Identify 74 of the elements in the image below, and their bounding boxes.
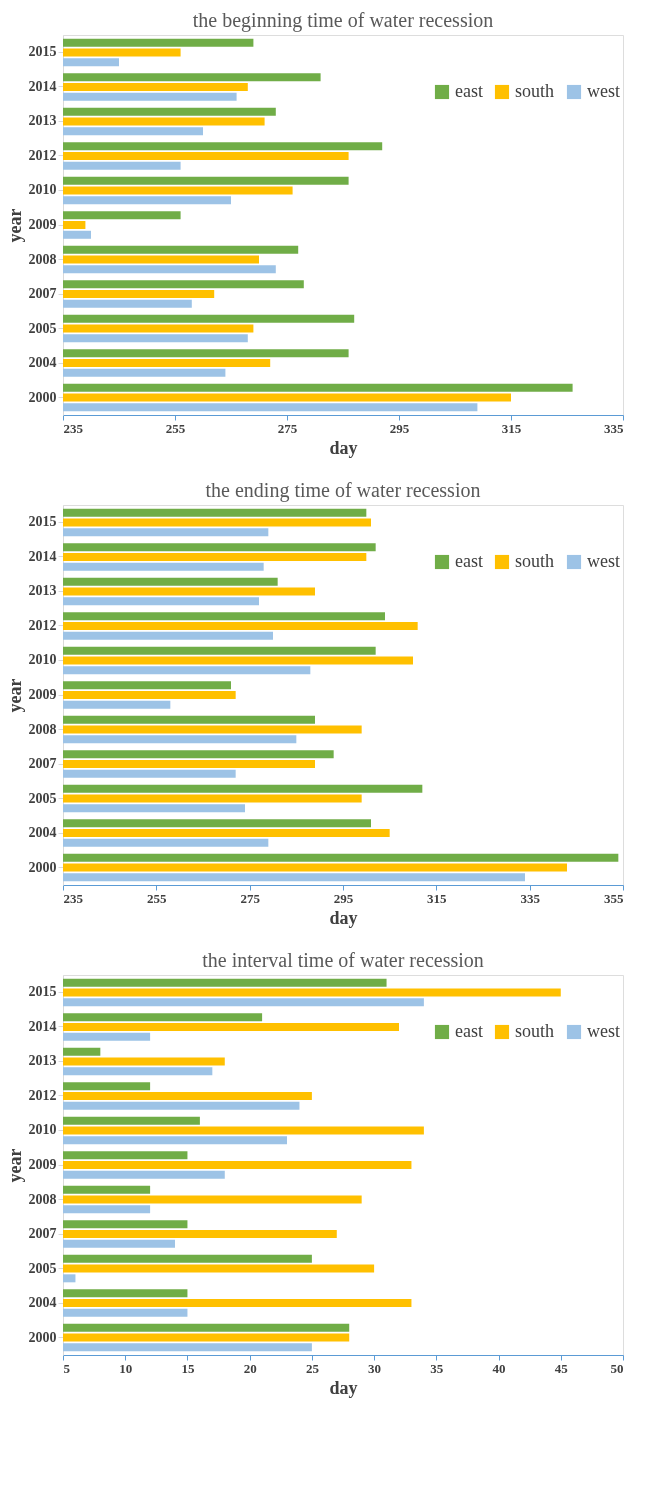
x-tick-label: 50 — [610, 1360, 624, 1376]
legend-label: west — [587, 1021, 620, 1041]
x-tick-label: 355 — [604, 890, 624, 906]
y-tick-label: 2015 — [28, 514, 57, 530]
y-tick-label: 2014 — [28, 78, 57, 94]
y-tick-label: 2000 — [28, 389, 57, 405]
y-tick-label: 2010 — [28, 1122, 57, 1138]
y-tick-label: 2008 — [28, 1191, 57, 1207]
x-tick-label: 25 — [305, 1360, 320, 1376]
legend-label: south — [515, 551, 555, 571]
legend-label: west — [587, 551, 620, 571]
y-tick-label: 2010 — [28, 652, 57, 668]
y-axis-title: year — [4, 678, 25, 713]
x-tick-label: 335 — [520, 890, 541, 906]
x-axis-title: day — [329, 907, 358, 928]
x-tick-label: 15 — [181, 1360, 195, 1376]
x-tick-label: 10 — [119, 1360, 133, 1376]
y-tick-label: 2008 — [28, 721, 57, 737]
x-tick-label: 315 — [501, 420, 522, 436]
y-tick-label: 2005 — [28, 790, 57, 806]
x-tick-label: 295 — [333, 890, 354, 906]
y-tick-label: 2005 — [28, 1260, 57, 1276]
y-tick-label: 2009 — [28, 1157, 57, 1172]
y-tick-label: 2007 — [28, 286, 57, 302]
y-tick-label: 2005 — [28, 320, 57, 336]
x-tick-label: 235 — [63, 890, 84, 906]
x-tick-label: 275 — [277, 420, 298, 436]
legend-label: east — [455, 1021, 483, 1041]
x-tick-label: 255 — [147, 890, 168, 906]
x-tick-label: 5 — [63, 1360, 71, 1376]
y-tick-label: 2013 — [28, 113, 57, 129]
y-tick-label: 2010 — [28, 182, 57, 198]
legend-label: east — [455, 551, 483, 571]
y-tick-label: 2004 — [28, 825, 57, 841]
x-tick-label: 295 — [389, 420, 410, 436]
y-tick-label: 2000 — [28, 859, 57, 875]
y-tick-label: 2014 — [28, 1018, 57, 1034]
y-tick-label: 2012 — [28, 1087, 57, 1103]
x-tick-label: 235 — [63, 420, 84, 436]
legend-label: east — [455, 81, 483, 101]
legend-label: west — [587, 81, 620, 101]
legend-label: south — [515, 1021, 555, 1041]
y-tick-label: 2013 — [28, 583, 57, 599]
x-tick-label: 275 — [240, 890, 261, 906]
y-tick-label: 2015 — [28, 984, 57, 1000]
chart-title: the ending time of water recession — [205, 479, 481, 502]
chart-title: the beginning time of water recession — [192, 9, 494, 32]
y-tick-label: 2013 — [28, 1053, 57, 1069]
x-tick-label: 315 — [427, 890, 448, 906]
y-tick-label: 2009 — [28, 217, 57, 232]
y-tick-label: 2004 — [28, 355, 57, 371]
y-tick-label: 2004 — [28, 1295, 57, 1311]
x-axis-title: day — [329, 437, 358, 458]
x-axis-title: day — [329, 1377, 358, 1398]
x-tick-label: 30 — [368, 1360, 382, 1376]
x-tick-label: 255 — [165, 420, 186, 436]
y-tick-label: 2012 — [28, 147, 57, 163]
chart-title: the interval time of water recession — [202, 949, 484, 971]
y-tick-label: 2000 — [28, 1329, 57, 1345]
y-axis-title: year — [4, 208, 25, 243]
x-tick-label: 45 — [554, 1360, 569, 1376]
y-tick-label: 2014 — [28, 548, 57, 564]
y-tick-label: 2012 — [28, 617, 57, 633]
x-tick-label: 20 — [243, 1360, 257, 1376]
x-tick-label: 40 — [492, 1360, 506, 1376]
y-tick-label: 2007 — [28, 1226, 57, 1242]
x-tick-label: 35 — [430, 1360, 444, 1376]
x-tick-label: 335 — [604, 420, 624, 436]
y-axis-title: year — [4, 1148, 25, 1183]
y-tick-label: 2015 — [28, 44, 57, 60]
legend-label: south — [515, 81, 555, 101]
y-tick-label: 2008 — [28, 251, 57, 267]
y-tick-label: 2009 — [28, 687, 57, 702]
y-tick-label: 2007 — [28, 756, 57, 772]
